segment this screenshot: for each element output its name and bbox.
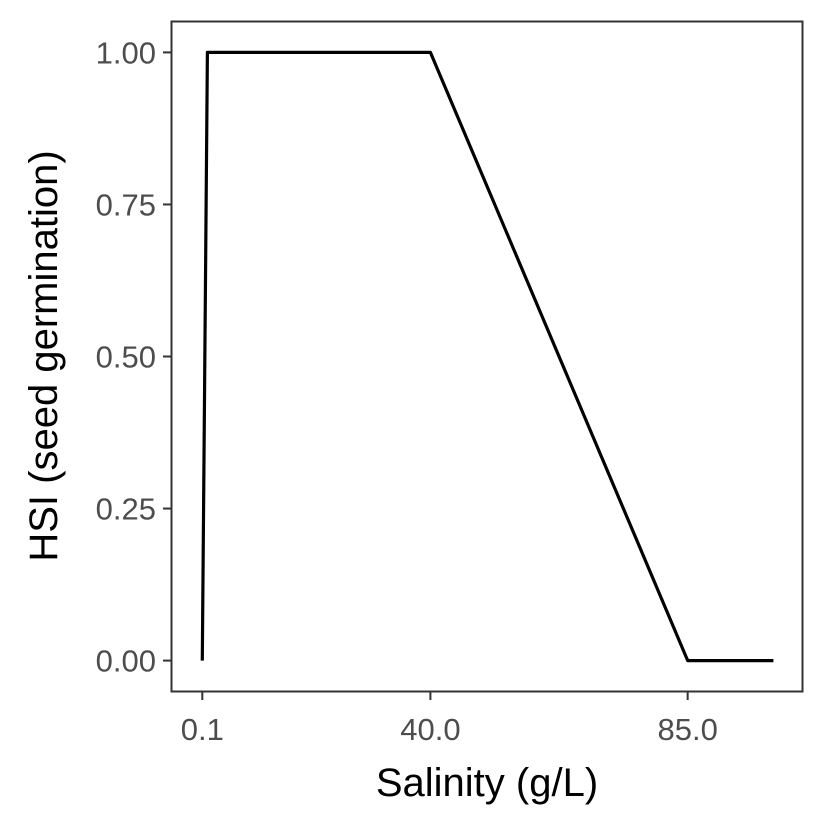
y-axis-ticks: 0.00 0.25 0.50 0.75 1.00: [96, 35, 172, 679]
x-tick-label: 0.1: [181, 712, 224, 747]
y-axis-title: HSI (seed germination): [22, 150, 66, 561]
y-tick-label: 0.75: [96, 187, 156, 222]
hsi-series-line: [200, 50, 774, 663]
x-tick-label: 85.0: [657, 712, 717, 747]
x-tick-label: 40.0: [400, 712, 460, 747]
y-tick-label: 1.00: [96, 35, 156, 70]
x-axis-ticks: 0.1 40.0 85.0: [181, 691, 718, 747]
x-axis-title: Salinity (g/L): [376, 761, 598, 805]
y-tick-label: 0.50: [96, 340, 156, 375]
series-layer: [200, 50, 774, 663]
y-tick-label: 0.25: [96, 492, 156, 527]
y-tick-label: 0.00: [96, 644, 156, 679]
panel-border: [170, 20, 804, 693]
